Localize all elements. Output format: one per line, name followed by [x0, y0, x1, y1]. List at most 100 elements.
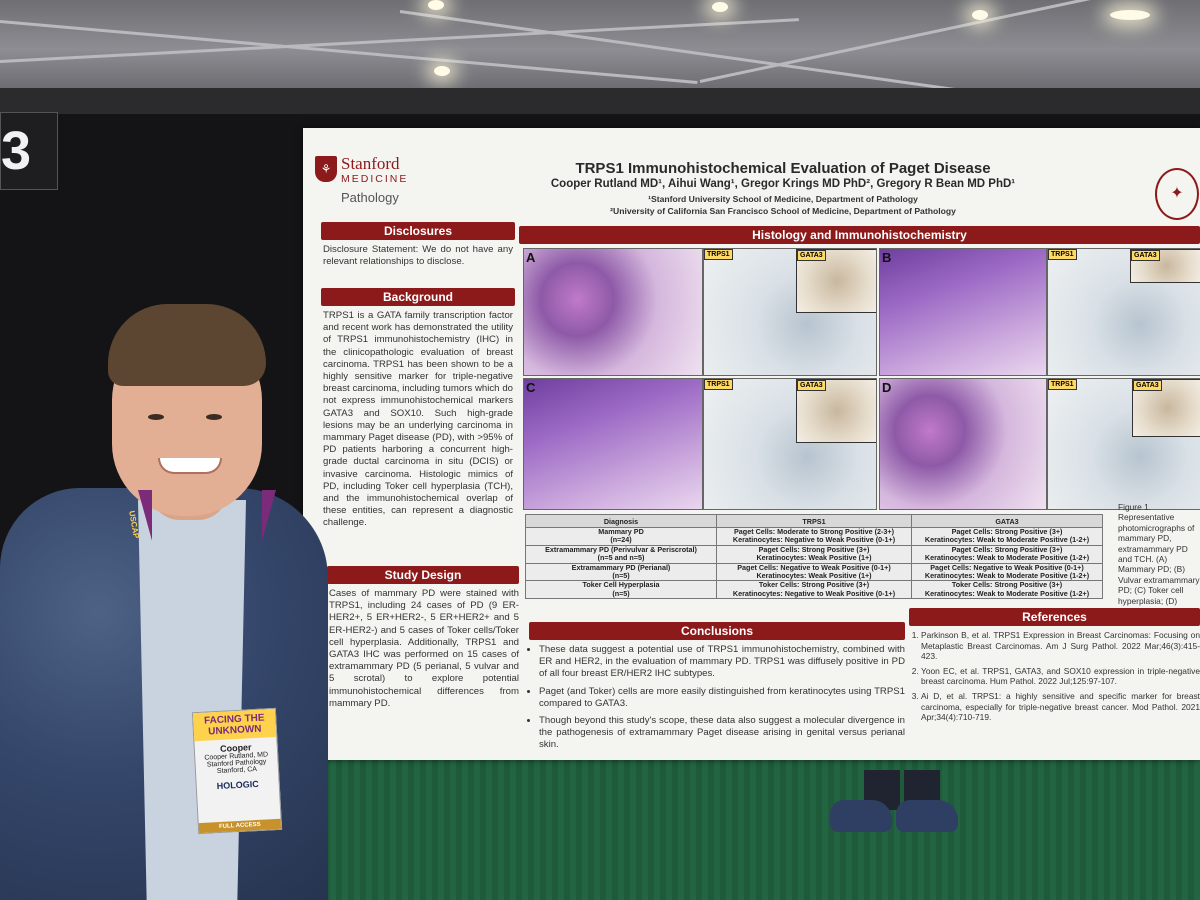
disclosures-heading: Disclosures — [321, 222, 515, 240]
conference-badge: FACING THE UNKNOWN Cooper Cooper Rutland… — [191, 707, 283, 835]
logo-stanford: Stanford — [341, 154, 400, 173]
table-cell: Paget Cells: Strong Positive (3+) — [758, 544, 870, 554]
table-cell: Toker Cells: Strong Positive (3+) — [951, 580, 1063, 590]
stain-tag: GATA3 — [797, 250, 826, 261]
table-cell: Keratinocytes: Weak to Moderate Positive… — [924, 571, 1090, 581]
table-cell: (n=5 and n=5) — [597, 553, 645, 563]
table-cell: Toker Cell Hyperplasia — [582, 580, 660, 590]
panel-c-ihc: TRPS1 GATA3 — [703, 378, 877, 510]
list-item: Ai D, et al. TRPS1: a highly sensitive a… — [921, 691, 1200, 723]
list-item: Paget (and Toker) cells are more easily … — [539, 686, 905, 710]
panel-label: D — [882, 380, 892, 395]
table-header: TRPS1 — [716, 514, 912, 528]
results-table: Diagnosis TRPS1 GATA3 Mammary PD (n=24) P… — [525, 514, 1103, 600]
background-heading: Background — [321, 288, 515, 306]
table-cell: Keratinocytes: Weak to Moderate Positive… — [924, 553, 1090, 563]
affiliation-2: ²University of California San Francisco … — [610, 206, 956, 216]
table-row: Extramammary PD (Perianal) (n=5) Paget Ce… — [525, 562, 1103, 582]
poster-board-frame — [0, 88, 1200, 114]
panel-label: C — [526, 380, 536, 395]
panel-a-he: A — [523, 248, 703, 376]
stain-tag: GATA3 — [1131, 250, 1160, 261]
green-carpet — [300, 760, 1200, 900]
table-cell: Keratinocytes: Weak to Moderate Positive… — [924, 588, 1090, 598]
table-cell: Paget Cells: Moderate to Strong Positive… — [734, 527, 894, 536]
gata3-inset: GATA3 — [1132, 379, 1200, 437]
stanford-tree-icon: ⚘ — [315, 156, 337, 182]
conclusions-list: These data suggest a potential use of TR… — [529, 644, 905, 757]
ceiling-light — [428, 0, 444, 10]
shirt — [138, 500, 246, 900]
stain-tag: TRPS1 — [1048, 249, 1077, 260]
poster-title: TRPS1 Immunohistochemical Evaluation of … — [575, 160, 991, 177]
ceiling-light — [972, 10, 988, 20]
gata3-inset: GATA3 — [796, 379, 876, 443]
background-text: TRPS1 is a GATA family transcription fac… — [323, 310, 513, 529]
poster-authors: Cooper Rutland MD¹, Aihui Wang¹, Gregor … — [550, 178, 1016, 190]
logo-medicine: MEDICINE — [341, 173, 409, 185]
table-cell: (n=5) — [612, 571, 630, 581]
logo-pathology: Pathology — [341, 190, 399, 205]
panel-b-ihc: TRPS1 GATA3 — [1047, 248, 1200, 376]
list-item: Yoon EC, et al. TRPS1, GATA3, and SOX10 … — [921, 666, 1200, 687]
table-cell: Keratinocytes: Weak Positive (1+) — [756, 571, 872, 581]
booth-number: 3 — [0, 112, 58, 190]
presenter-person: FACING THE UNKNOWN Cooper Cooper Rutland… — [0, 300, 330, 900]
table-cell: Extramammary PD (Perivulvar & Periscrota… — [545, 544, 697, 554]
smile — [158, 458, 222, 474]
table-cell: Extramammary PD (Perianal) — [571, 562, 671, 572]
table-header: GATA3 — [911, 514, 1103, 528]
table-row: Mammary PD (n=24) Paget Cells: Moderate t… — [525, 527, 1103, 546]
panel-c-he: C — [523, 378, 703, 510]
table-cell: Paget Cells: Strong Positive (3+) — [951, 527, 1063, 536]
list-item: These data suggest a potential use of TR… — [539, 644, 905, 681]
stain-tag: GATA3 — [797, 380, 826, 391]
badge-sponsor: HOLOGIC — [216, 778, 259, 792]
conclusions-heading: Conclusions — [529, 622, 905, 640]
histology-heading: Histology and Immunohistochemistry — [519, 226, 1200, 244]
visitor-shoe — [896, 800, 958, 832]
table-cell: Mammary PD — [598, 527, 644, 536]
stanford-seal-icon: ✦ — [1155, 168, 1199, 220]
table-cell: Keratinocytes: Weak Positive (1+) — [756, 553, 872, 563]
stain-tag: TRPS1 — [1048, 379, 1077, 390]
eye — [148, 414, 164, 420]
visitor-shoe — [830, 800, 892, 832]
disclosures-text: Disclosure Statement: We do not have any… — [323, 244, 513, 268]
table-row: Toker Cell Hyperplasia (n=5) Toker Cells:… — [525, 580, 1103, 600]
table-cell: Paget Cells: Negative to Weak Positive (… — [737, 562, 891, 572]
panel-label: A — [526, 250, 536, 265]
table-cell: Keratinocytes: Weak to Moderate Positive… — [924, 535, 1090, 545]
panel-d-he: D — [879, 378, 1047, 510]
table-cell: (n=24) — [610, 535, 632, 545]
list-item: Though beyond this study's scope, these … — [539, 715, 905, 752]
ceiling-light — [712, 2, 728, 12]
references-list: Parkinson B, et al. TRPS1 Expression in … — [907, 630, 1200, 727]
badge-header: FACING THE UNKNOWN — [192, 708, 277, 742]
table-row: Extramammary PD (Perivulvar & Periscrota… — [525, 544, 1103, 564]
table-cell: Toker Cells: Strong Positive (3+) — [758, 580, 870, 590]
table-cell: Paget Cells: Strong Positive (3+) — [951, 544, 1063, 554]
panel-d-ihc: TRPS1 GATA3 — [1047, 378, 1200, 510]
stain-tag: GATA3 — [1133, 380, 1162, 391]
stanford-medicine-logo: ⚘ Stanford MEDICINE Pathology — [315, 154, 425, 214]
hair — [108, 304, 266, 386]
list-item: Parkinson B, et al. TRPS1 Expression in … — [921, 630, 1200, 662]
panel-label: B — [882, 250, 892, 265]
table-cell: Paget Cells: Negative to Weak Positive (… — [930, 562, 1084, 572]
study-design-heading: Study Design — [327, 566, 519, 584]
stain-tag: TRPS1 — [704, 249, 733, 260]
panel-a-ihc: TRPS1 GATA3 — [703, 248, 877, 376]
scientific-poster: ⚘ Stanford MEDICINE Pathology TRPS1 Immu… — [303, 128, 1200, 760]
ceiling-light — [434, 66, 450, 76]
stain-tag: TRPS1 — [704, 379, 733, 390]
gata3-inset: GATA3 — [1130, 249, 1200, 283]
gata3-inset: GATA3 — [796, 249, 876, 313]
ceiling-light — [1110, 10, 1150, 20]
references-heading: References — [909, 608, 1200, 626]
table-cell: (n=5) — [612, 588, 630, 598]
panel-b-he: B — [879, 248, 1047, 376]
eye — [206, 414, 222, 420]
table-cell: Keratinocytes: Negative to Weak Positive… — [732, 535, 896, 545]
table-header: Diagnosis — [525, 514, 717, 528]
